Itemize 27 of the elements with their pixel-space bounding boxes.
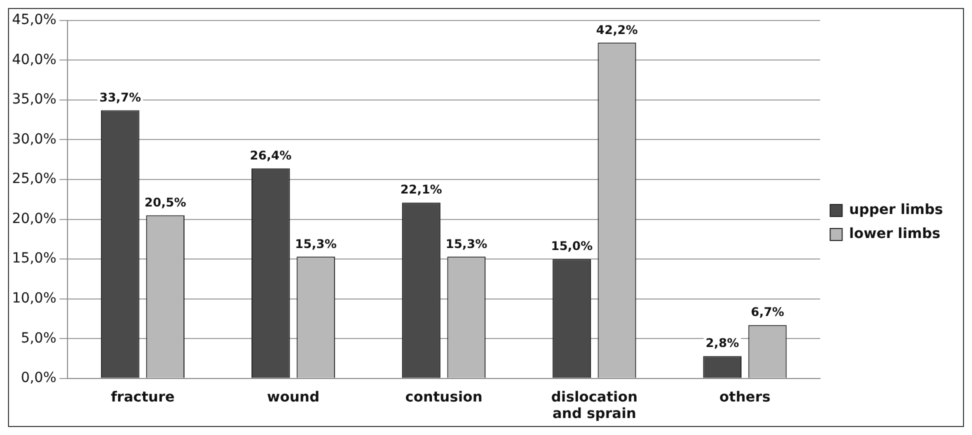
- x-tick-label: others: [719, 389, 770, 406]
- y-tick-label: 20,0%: [12, 210, 56, 227]
- y-tick-label: 40,0%: [12, 52, 56, 68]
- data-label: 15,3%: [446, 236, 488, 251]
- y-tick-label: 30,0%: [12, 131, 56, 148]
- y-tick-label: 15,0%: [12, 250, 56, 267]
- data-label: 15,0%: [550, 239, 593, 254]
- data-label: 2,8%: [706, 336, 739, 350]
- x-tick-label: fracture: [110, 389, 175, 406]
- x-tick-label: contusion: [405, 389, 482, 406]
- legend-label: lower limbs: [849, 226, 940, 242]
- y-tick-label: 25,0%: [12, 171, 56, 188]
- x-tick-label: wound: [267, 389, 320, 406]
- data-label: 42,2%: [596, 22, 638, 37]
- data-label: 6,7%: [750, 305, 784, 320]
- y-tick-label: 10,0%: [12, 290, 56, 306]
- data-label: 20,5%: [144, 195, 186, 210]
- x-tick-label: dislocation and sprain: [551, 389, 638, 422]
- legend-label: upper limbs: [849, 202, 944, 218]
- data-label: 33,7%: [99, 90, 141, 104]
- y-tick-label: 35,0%: [12, 92, 56, 108]
- data-label: 22,1%: [400, 182, 442, 197]
- data-label: 26,4%: [250, 148, 292, 162]
- y-tick-label: 5,0%: [20, 330, 56, 346]
- y-tick-label: 0,0%: [20, 370, 56, 386]
- data-label: 15,3%: [295, 236, 337, 251]
- y-tick-label: 45,0%: [12, 12, 56, 28]
